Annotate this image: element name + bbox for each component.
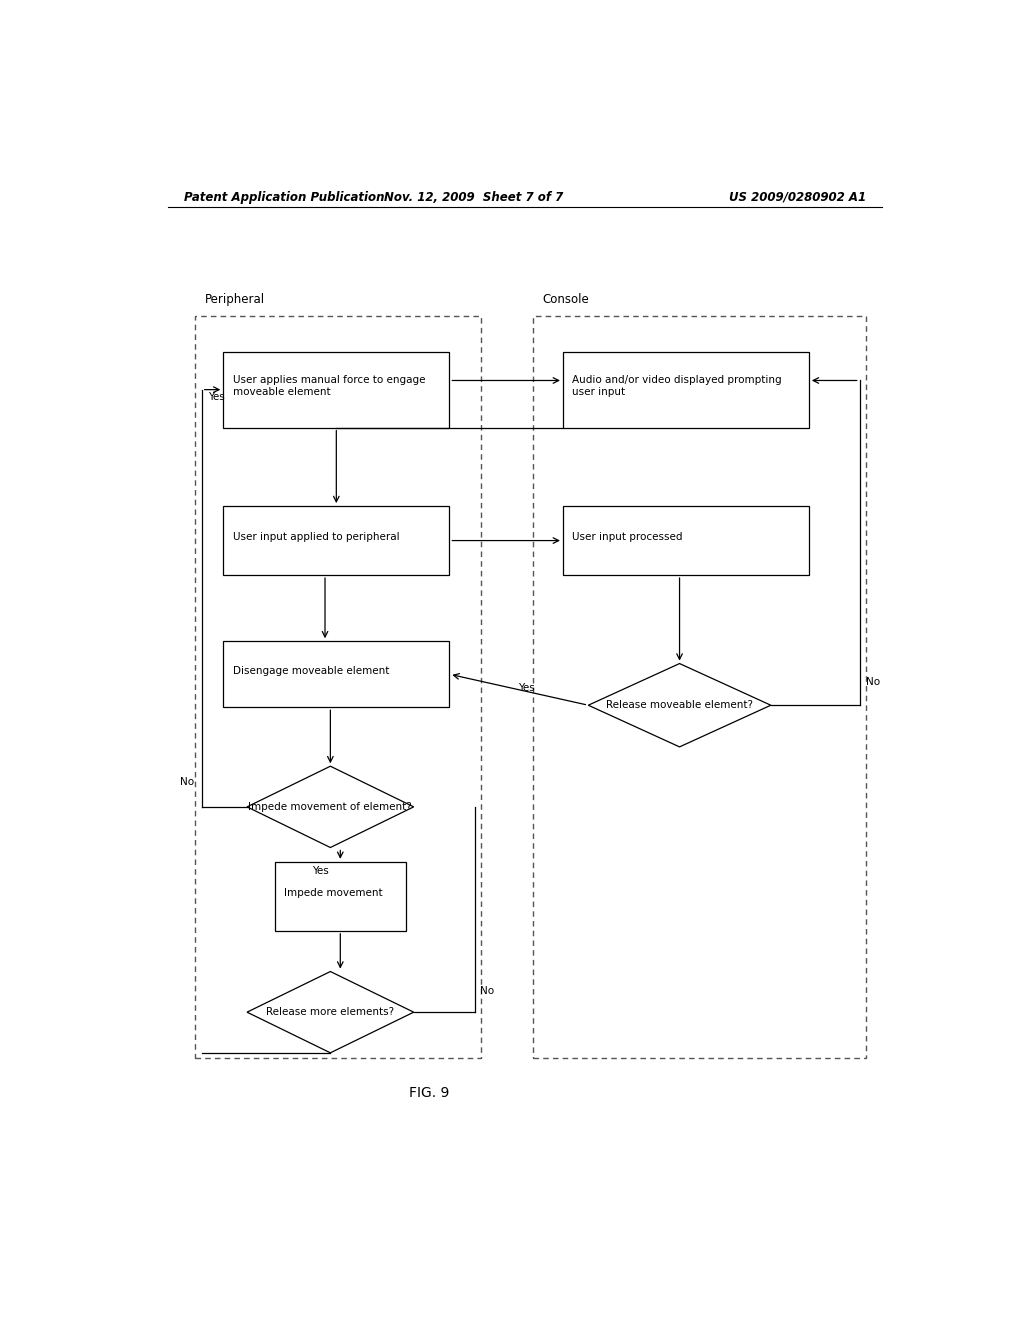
Text: Release moveable element?: Release moveable element? [606, 700, 753, 710]
Polygon shape [247, 972, 414, 1053]
Bar [223, 351, 450, 428]
Text: Console: Console [543, 293, 589, 306]
Text: No: No [479, 986, 494, 995]
Text: Nov. 12, 2009  Sheet 7 of 7: Nov. 12, 2009 Sheet 7 of 7 [384, 190, 563, 203]
Text: Disengage moveable element: Disengage moveable element [232, 665, 389, 676]
Text: FIG. 9: FIG. 9 [410, 1086, 450, 1101]
Bar [223, 506, 450, 576]
Text: Impede movement: Impede movement [285, 888, 383, 898]
Text: User applies manual force to engage
moveable element: User applies manual force to engage move… [232, 375, 425, 396]
Bar [274, 862, 406, 931]
Text: No: No [866, 677, 881, 686]
Bar [223, 642, 450, 708]
Text: Audio and/or video displayed prompting
user input: Audio and/or video displayed prompting u… [572, 375, 782, 396]
Polygon shape [247, 766, 414, 847]
Bar [563, 506, 809, 576]
Text: Yes: Yes [518, 682, 536, 693]
Text: Yes: Yes [208, 392, 225, 403]
Text: US 2009/0280902 A1: US 2009/0280902 A1 [729, 190, 866, 203]
Text: User input processed: User input processed [572, 532, 683, 543]
Text: Patent Application Publication: Patent Application Publication [183, 190, 384, 203]
Text: Release more elements?: Release more elements? [266, 1007, 394, 1018]
Text: Yes: Yes [311, 866, 329, 875]
Bar [563, 351, 809, 428]
Text: Peripheral: Peripheral [205, 293, 265, 306]
Text: No: No [180, 776, 194, 787]
Polygon shape [588, 664, 771, 747]
Text: Impede movement of element?: Impede movement of element? [249, 801, 413, 812]
Bar [196, 315, 481, 1057]
Bar [532, 315, 866, 1057]
Text: User input applied to peripheral: User input applied to peripheral [232, 532, 399, 543]
